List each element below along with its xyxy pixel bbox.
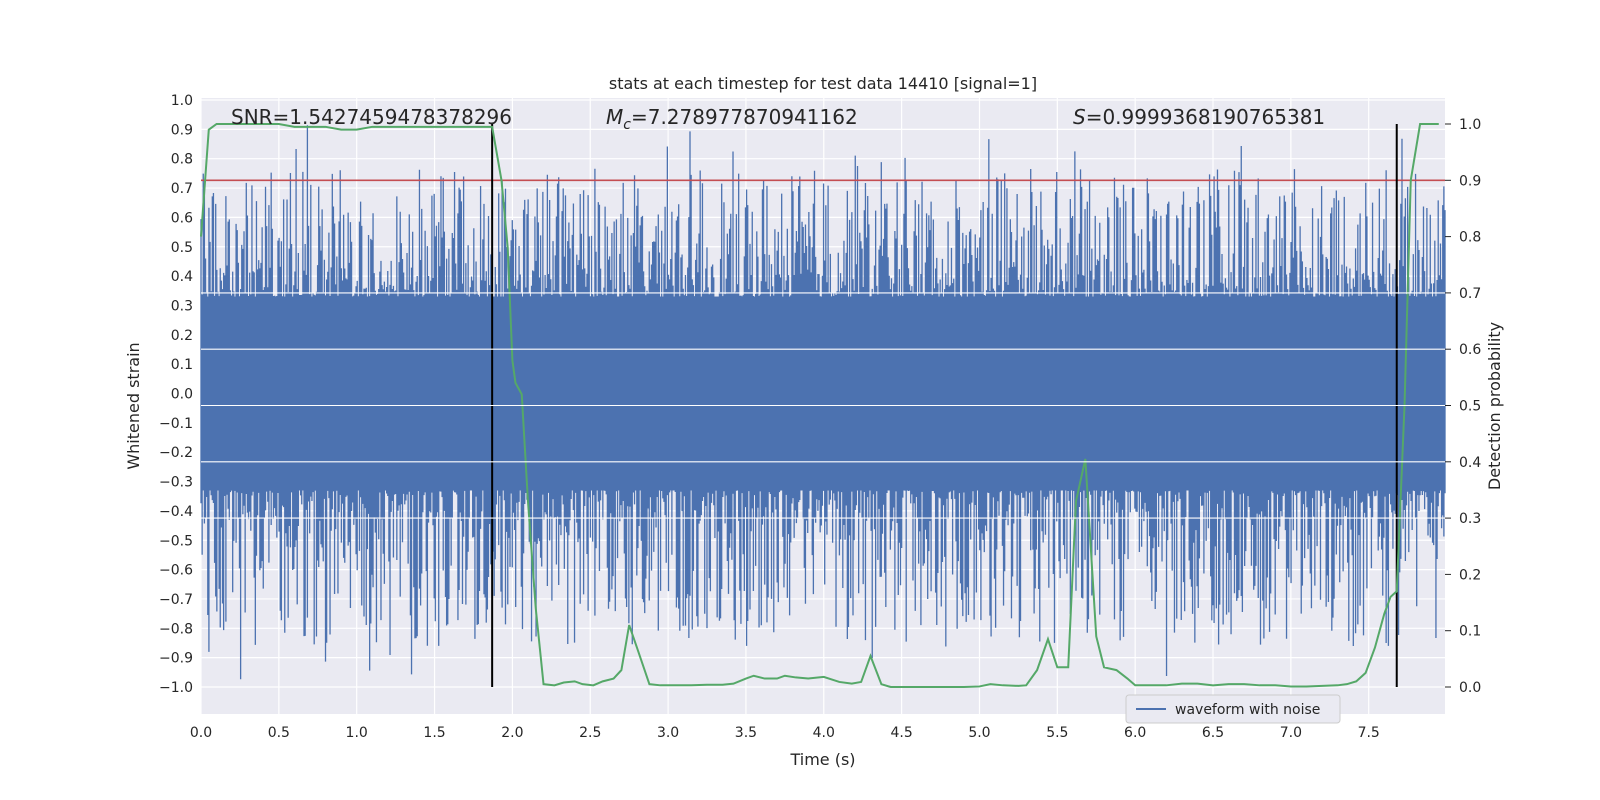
y2-tick-label: 0.3 [1459, 511, 1481, 527]
score-annotation: S=0.9999368190765381 [1073, 105, 1325, 129]
chirp-mass-value: =7.278977870941162 [631, 105, 858, 129]
x-axis-ticks: 0.0 0.5 1.0 1.5 2.0 2.5 3.0 3.5 4.0 4.5 5.0 5.5 6.0 6… [190, 725, 1380, 741]
score-symbol: S [1073, 105, 1086, 129]
y-tick-label: −0.4 [159, 504, 193, 520]
x-tick-label: 3.0 [657, 725, 679, 741]
y-axis-label: Whitened strain [124, 342, 143, 469]
chart-title: stats at each timestep for test data 144… [609, 74, 1037, 93]
y-tick-label: 0.5 [171, 240, 193, 256]
y2-tick-label: 0.6 [1459, 342, 1481, 358]
x-tick-label: 5.0 [968, 725, 990, 741]
y-tick-label: 0.6 [171, 210, 193, 226]
y2-tick-label: 1.0 [1459, 117, 1481, 133]
y-tick-label: −0.2 [159, 445, 193, 461]
waveform-series [200, 125, 1446, 680]
score-value: =0.9999368190765381 [1086, 105, 1325, 129]
y-tick-label: 0.3 [171, 298, 193, 314]
x-tick-label: 5.5 [1046, 725, 1068, 741]
y2-tick-label: 0.7 [1459, 286, 1481, 302]
x-tick-label: 3.5 [735, 725, 757, 741]
y-tick-label: −0.1 [159, 416, 193, 432]
chirp-mass-subscript: c [623, 117, 631, 133]
x-tick-label: 2.0 [501, 725, 523, 741]
y-tick-label: 0.7 [171, 181, 193, 197]
x-tick-label: 6.0 [1124, 725, 1146, 741]
chirp-mass-annotation: Mc=7.278977870941162 [606, 105, 858, 133]
y-tick-label: −0.6 [159, 563, 193, 579]
y-tick-label: −0.3 [159, 475, 193, 491]
x-tick-label: 0.0 [190, 725, 212, 741]
y2-tick-label: 0.8 [1459, 230, 1481, 246]
y-tick-label: −0.5 [159, 533, 193, 549]
legend-box [1125, 694, 1341, 724]
y2-tick-label: 0.1 [1459, 624, 1481, 640]
y2-tick-label: 0.9 [1459, 173, 1481, 189]
y-tick-label: −0.8 [159, 621, 193, 637]
chirp-mass-symbol: M [606, 105, 623, 129]
y-tick-label: 0.0 [171, 387, 193, 403]
y-tick-label: 0.8 [171, 152, 193, 168]
x-tick-label: 6.5 [1202, 725, 1224, 741]
secondary-grid-lines [201, 292, 1445, 519]
x-tick-label: 0.5 [268, 725, 290, 741]
x-tick-label: 1.5 [423, 725, 445, 741]
y-tick-label: −0.7 [159, 592, 193, 608]
y2-tick-label: 0.2 [1459, 567, 1481, 583]
y2-tick-label: 0.5 [1459, 399, 1481, 415]
y-tick-label: 0.4 [171, 269, 193, 285]
waveform-core-band [201, 296, 1445, 491]
y2-tick-label: 0.4 [1459, 455, 1481, 471]
y-tick-label: 0.1 [171, 357, 193, 373]
legend: waveform with noise [1125, 694, 1341, 724]
x-tick-label: 2.5 [579, 725, 601, 741]
y-tick-label: 0.2 [171, 328, 193, 344]
y-axis-ticks: −1.0 −0.9 −0.8 −0.7 −0.6 −0.5 −0.4 −0.3 −0.2 −0.1… [159, 93, 193, 696]
y2-axis-label: Detection probability [1485, 322, 1504, 490]
y-tick-label: −1.0 [159, 680, 193, 696]
y2-tick-label: 0.0 [1459, 680, 1481, 696]
x-axis-label: Time (s) [789, 750, 855, 769]
x-tick-label: 4.0 [813, 725, 835, 741]
y-tick-label: 0.9 [171, 122, 193, 138]
y-tick-label: 1.0 [171, 93, 193, 109]
legend-label: waveform with noise [1175, 702, 1320, 718]
x-tick-label: 7.5 [1358, 725, 1380, 741]
y2-axis-ticks: 0.0 0.1 0.2 0.3 0.4 0.5 0.6 0.7 0.8 0.9 1.0 [1445, 117, 1481, 696]
x-tick-label: 4.5 [890, 725, 912, 741]
x-tick-label: 1.0 [346, 725, 368, 741]
snr-annotation: SNR=1.5427459478378296 [231, 105, 512, 129]
y-tick-label: −0.9 [159, 651, 193, 667]
detection-probability-line [200, 123, 1439, 688]
x-tick-label: 7.0 [1280, 725, 1302, 741]
